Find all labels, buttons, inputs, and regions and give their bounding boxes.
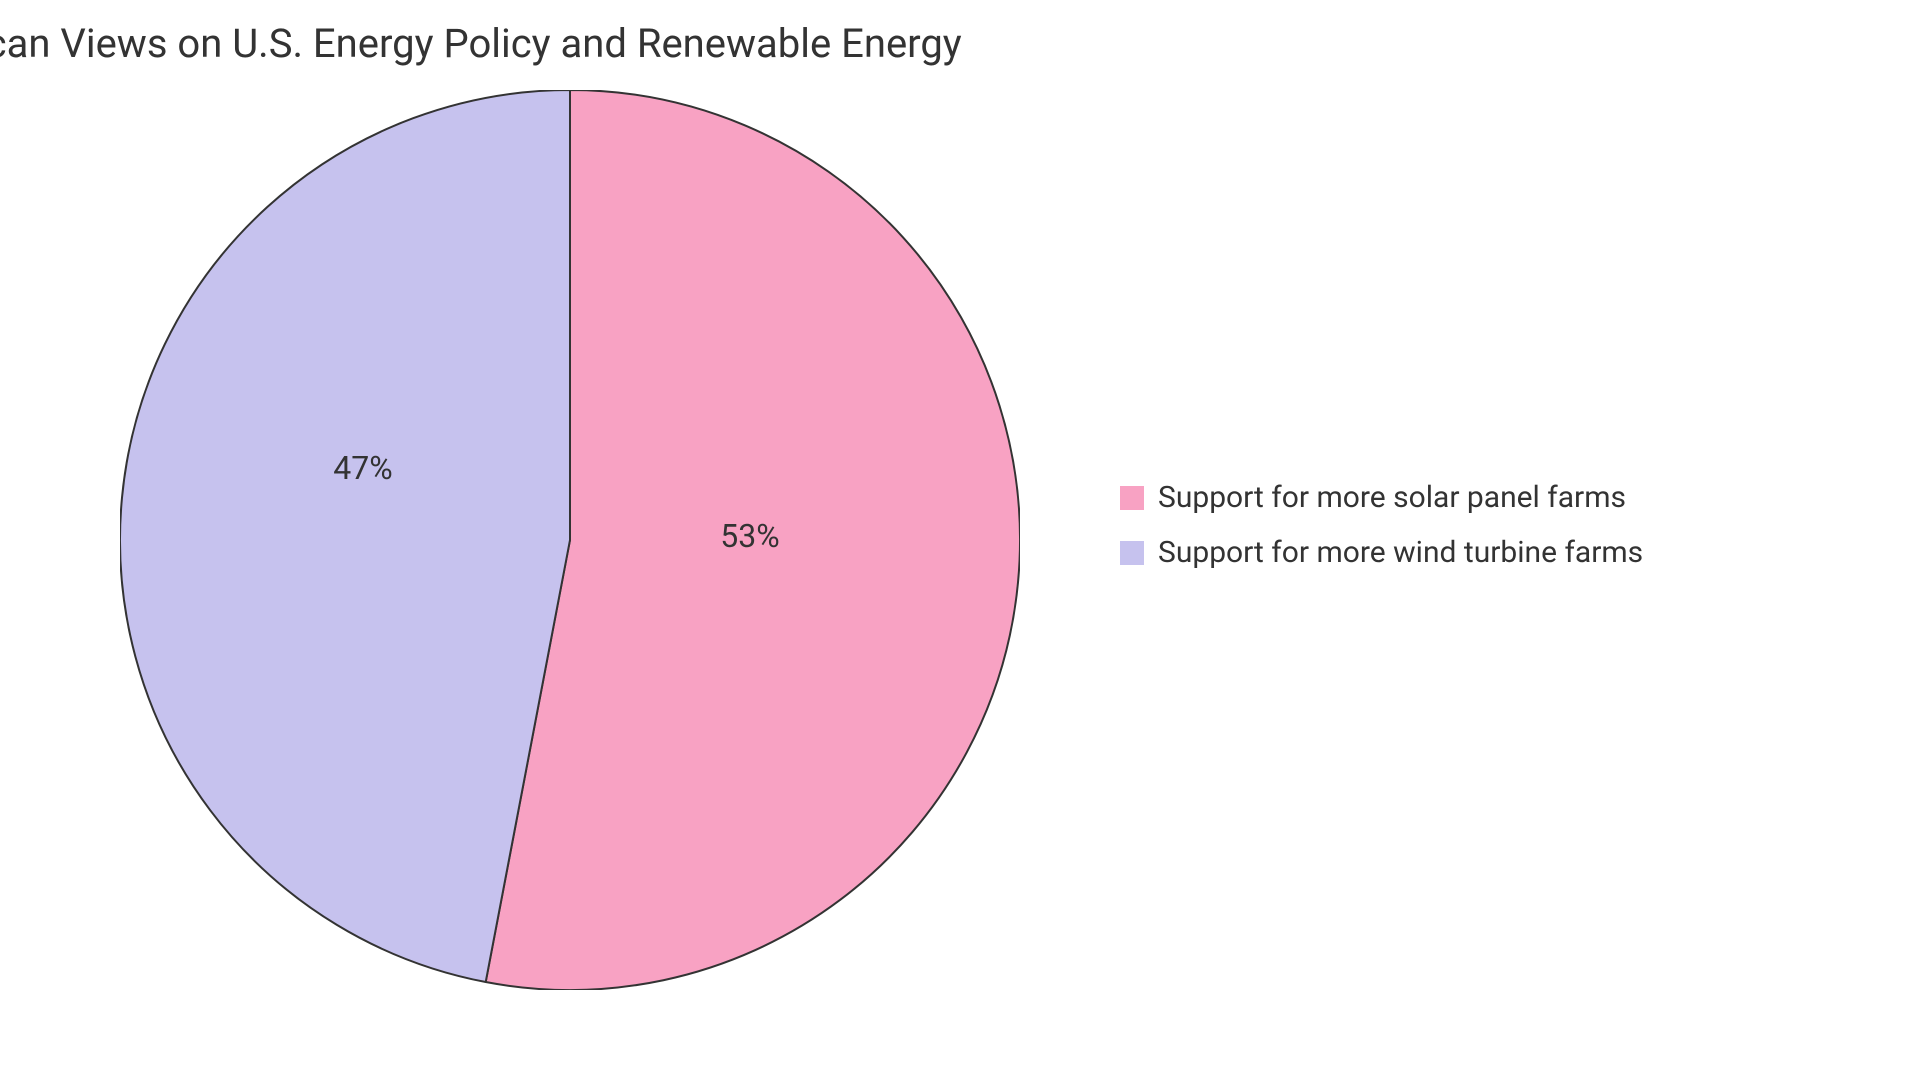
legend-item-1: Support for more wind turbine farms: [1120, 535, 1643, 570]
legend-item-0: Support for more solar panel farms: [1120, 480, 1643, 515]
legend-label-0: Support for more solar panel farms: [1158, 480, 1626, 515]
pie-svg: [120, 90, 1020, 990]
pie-slice-1: [120, 90, 570, 982]
legend-label-1: Support for more wind turbine farms: [1158, 535, 1643, 570]
slice-label-0: 53%: [720, 517, 779, 555]
legend-swatch-0: [1120, 486, 1144, 510]
pie-chart: 53% 47%: [120, 90, 1020, 990]
slice-label-1: 47%: [333, 449, 392, 487]
legend-swatch-1: [1120, 541, 1144, 565]
chart-title: American Views on U.S. Energy Policy and…: [0, 20, 962, 67]
legend: Support for more solar panel farms Suppor…: [1120, 480, 1643, 570]
